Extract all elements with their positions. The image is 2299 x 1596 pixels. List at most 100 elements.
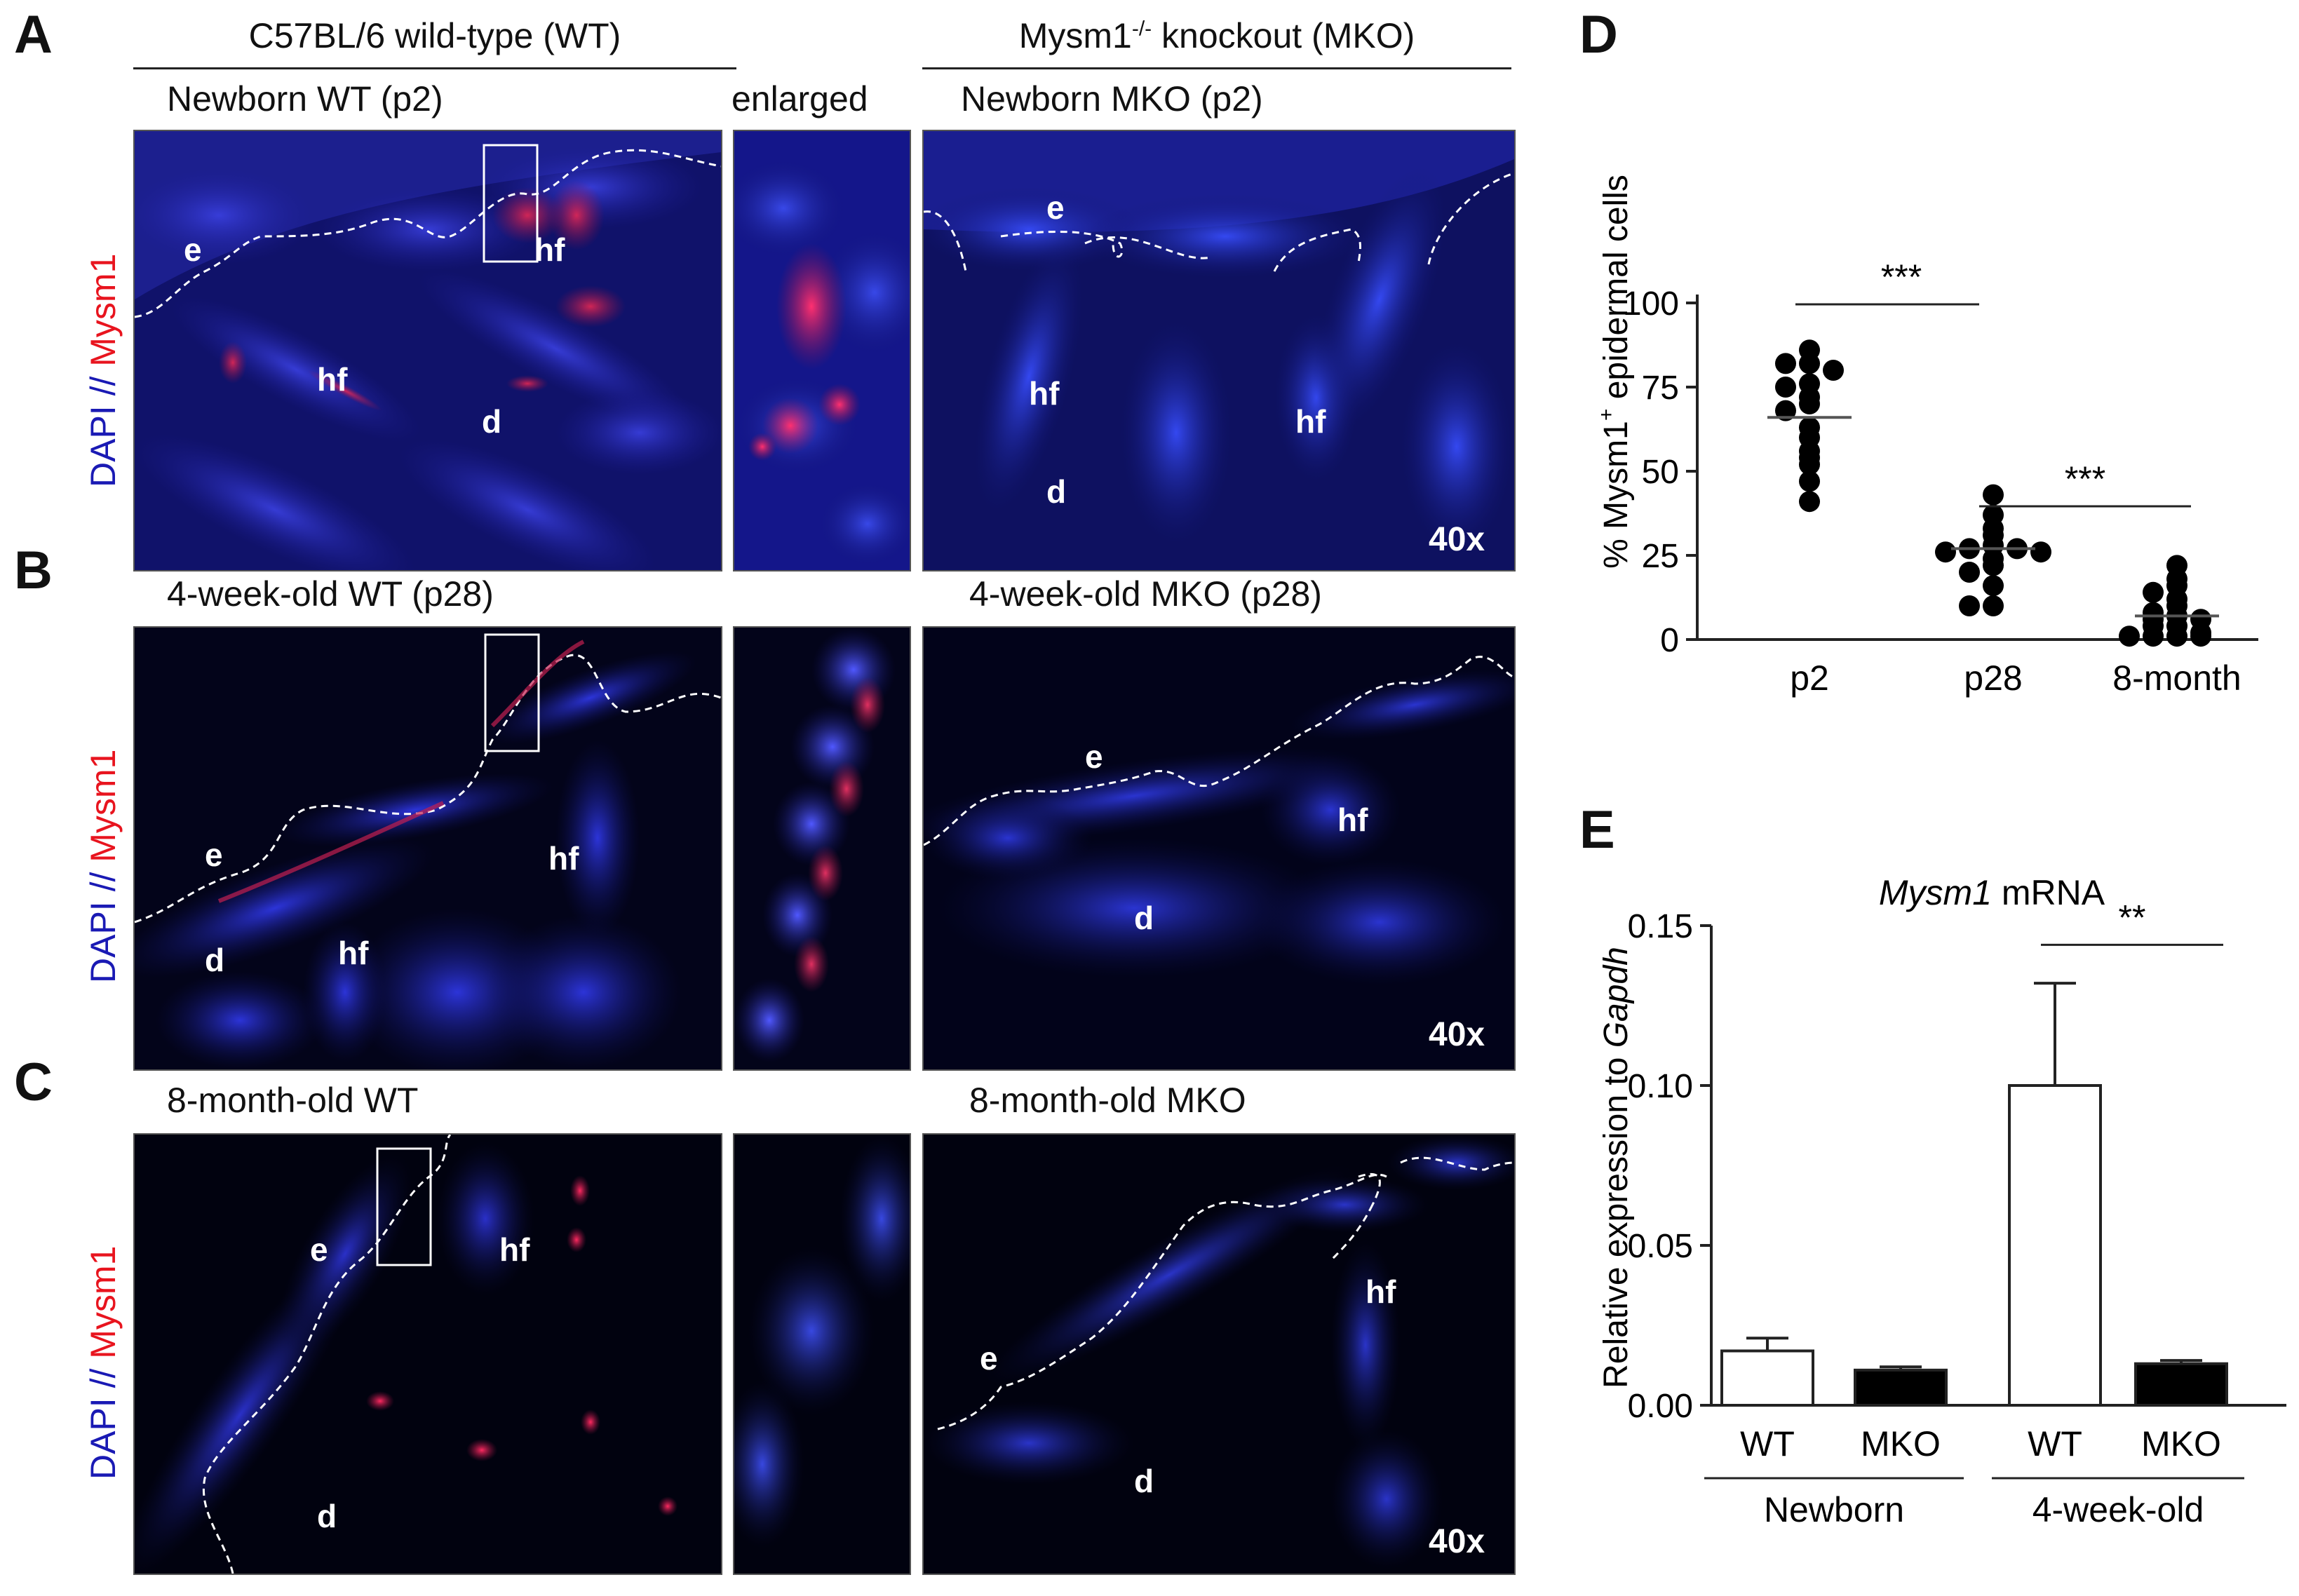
bar	[2008, 1084, 2102, 1407]
y-tick-label: 0	[1660, 622, 1679, 659]
group-label: 4-week-old	[2032, 1490, 2204, 1529]
bar	[1854, 1368, 1948, 1407]
micrograph-wt-8month: e hf d	[133, 1133, 722, 1575]
data-point	[1799, 353, 1820, 374]
row-a-enlarged-title: enlarged	[732, 79, 868, 119]
label-hf: hf	[1337, 802, 1368, 838]
data-point	[2143, 625, 2164, 647]
data-point	[2143, 581, 2164, 603]
chart-e-title: Mysm1 mRNA	[1879, 873, 2105, 912]
data-point	[2119, 625, 2140, 647]
x-tick-label: p28	[1964, 658, 2022, 698]
header-wt-rule	[133, 67, 736, 69]
data-point	[1775, 400, 1796, 421]
row-label-c: DAPI // Mysm1	[83, 1245, 123, 1480]
data-point	[1823, 360, 1844, 381]
header-mko: Mysm1-/- knockout (MKO)	[1018, 16, 1415, 55]
row-a-mko-title: Newborn MKO (p2)	[961, 79, 1263, 119]
header-wt: C57BL/6 wild-type (WT)	[248, 16, 621, 55]
micrograph-wt-8month-enlarged	[733, 1133, 911, 1575]
significance-label: ***	[1881, 257, 1922, 297]
data-point	[1959, 595, 1980, 616]
data-point	[1799, 491, 1820, 513]
y-tick-label: 0.15	[1628, 908, 1693, 945]
micrograph-wt-p28: e hf hf d	[133, 626, 722, 1071]
micrograph-wt-newborn: e hf hf d	[133, 130, 722, 572]
data-point	[1983, 595, 2004, 616]
label-e: e	[980, 1340, 998, 1377]
data-point	[1775, 353, 1796, 374]
data-point	[2030, 541, 2051, 563]
micrograph-mko-p28: e hf d 40x	[922, 626, 1516, 1071]
row-a-wt-title: Newborn WT (p2)	[167, 79, 443, 119]
x-tick-label: WT	[1740, 1424, 1795, 1463]
label-hf: hf	[1295, 403, 1326, 440]
data-point	[1959, 562, 1980, 583]
label-hf: hf	[534, 231, 565, 268]
label-d: d	[1134, 1463, 1154, 1499]
magnification-label: 40x	[1429, 1016, 1485, 1053]
row-b-wt-title: 4-week-old WT (p28)	[167, 574, 494, 614]
label-d: d	[1046, 473, 1066, 510]
y-tick-label: 25	[1642, 538, 1679, 575]
data-point	[1775, 377, 1796, 398]
chart-d: % Mysm1+ epidermal cells 0 25 50 75 100 p2 p28…	[1595, 175, 2258, 698]
row-label-a: DAPI // Mysm1	[83, 253, 123, 487]
header-mko-rule	[922, 67, 1511, 69]
data-point	[1983, 575, 2004, 597]
label-e: e	[310, 1231, 328, 1268]
micrograph-wt-newborn-enlarged	[733, 130, 911, 572]
x-tick-label: WT	[2028, 1424, 2082, 1463]
chart-d-y-axis-label: % Mysm1+ epidermal cells	[1595, 175, 1635, 569]
chart-e: Mysm1 mRNA Relative expression to Gapdh …	[1598, 873, 2286, 1529]
data-point	[1983, 484, 2004, 506]
y-tick-label: 75	[1642, 370, 1679, 407]
significance-label: ***	[2065, 459, 2105, 499]
x-tick-label: 8-month	[2112, 658, 2241, 698]
data-point	[1935, 541, 1956, 563]
label-d: d	[317, 1498, 337, 1534]
data-point	[1983, 555, 2004, 576]
bar	[2134, 1362, 2228, 1407]
label-e: e	[184, 231, 202, 268]
panel-letter-c: C	[14, 1053, 53, 1112]
micrograph-mko-8month: e hf d 40x	[922, 1133, 1516, 1575]
y-tick-label: 50	[1642, 454, 1679, 491]
data-point	[2190, 625, 2211, 647]
chart-e-y-axis-label: Relative expression to Gapdh	[1598, 947, 1635, 1388]
significance-label: **	[2119, 898, 2146, 937]
x-tick-label: MKO	[1861, 1424, 1941, 1463]
label-hf: hf	[1366, 1273, 1396, 1310]
y-tick-label: 0.05	[1628, 1228, 1693, 1265]
label-e: e	[205, 837, 223, 873]
label-d: d	[482, 403, 501, 440]
data-point	[1799, 454, 1820, 475]
label-hf: hf	[499, 1231, 530, 1268]
x-tick-label: MKO	[2141, 1424, 2221, 1463]
label-d: d	[1134, 900, 1154, 936]
magnification-label: 40x	[1429, 1523, 1485, 1560]
y-tick-label: 100	[1623, 285, 1679, 323]
bar	[1720, 1349, 1814, 1407]
row-c-wt-title: 8-month-old WT	[167, 1081, 419, 1120]
label-hf: hf	[338, 935, 369, 971]
panel-letter-a: A	[14, 5, 53, 65]
row-b-mko-title: 4-week-old MKO (p28)	[969, 574, 1322, 614]
panel-letter-d: D	[1579, 5, 1618, 65]
label-hf: hf	[317, 361, 348, 398]
panel-letter-b: B	[14, 541, 53, 600]
micrograph-wt-p28-enlarged	[733, 626, 911, 1071]
y-tick-label: 0.00	[1628, 1388, 1693, 1425]
group-label: Newborn	[1764, 1490, 1904, 1529]
label-d: d	[205, 942, 224, 978]
label-e: e	[1046, 189, 1065, 226]
data-point	[1799, 471, 1820, 492]
y-tick-label: 0.10	[1628, 1068, 1693, 1105]
micrograph-mko-newborn: e hf hf d 40x	[922, 130, 1516, 572]
panel-letter-e: E	[1579, 800, 1615, 860]
row-label-b: DAPI // Mysm1	[83, 749, 123, 983]
label-hf: hf	[548, 840, 579, 877]
magnification-label: 40x	[1429, 521, 1485, 558]
label-e: e	[1085, 738, 1103, 775]
x-tick-label: p2	[1790, 658, 1829, 698]
